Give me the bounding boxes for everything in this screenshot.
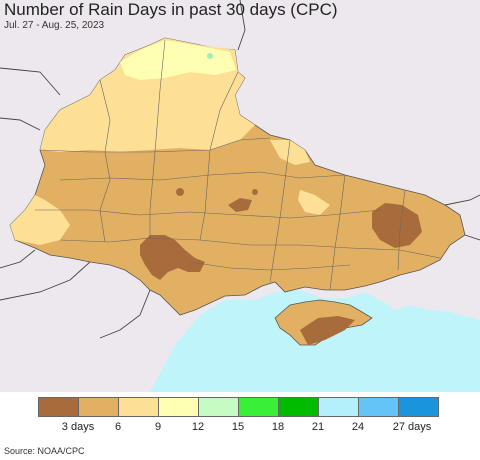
legend-label-24: 24 [351, 421, 365, 433]
legend-swatch-9 [399, 398, 438, 416]
map-svg [0, 0, 480, 392]
legend-swatch-1 [79, 398, 119, 416]
rain-days-map [0, 0, 480, 392]
legend-label-15: 15 [231, 421, 245, 433]
legend-swatch-7 [319, 398, 359, 416]
legend-swatch-0 [39, 398, 79, 416]
neighbor-borders [0, 0, 480, 339]
source-credit: Source: NOAA/CPC [4, 446, 85, 456]
legend-swatch-3 [159, 398, 199, 416]
legend-label-27: 27 days [392, 421, 432, 433]
legend-label-9: 9 [154, 421, 162, 433]
legend-swatch-6 [279, 398, 319, 416]
crimea-dark [300, 316, 355, 345]
legend-swatch-8 [359, 398, 399, 416]
legend-swatch-2 [119, 398, 159, 416]
legend-label-6: 6 [114, 421, 122, 433]
legend-labels: 3 days 6 9 12 15 18 21 24 27 days [0, 421, 480, 435]
southwest-dark-zone [140, 235, 205, 280]
central-dark-spot [228, 198, 252, 212]
east-dark-zone [372, 203, 422, 248]
legend-color-bar [38, 397, 439, 417]
northeast-light-zone [270, 140, 310, 165]
legend-label-12: 12 [191, 421, 205, 433]
map-date-range: Jul. 27 - Aug. 25, 2023 [4, 20, 105, 31]
small-dark-spot-1 [176, 188, 184, 196]
small-dark-spot-2 [252, 189, 258, 195]
west-light-zone [10, 195, 70, 245]
oblast-borders [35, 39, 441, 291]
green-spot [207, 53, 213, 59]
east-light-zone [298, 190, 330, 215]
legend-swatch-5 [239, 398, 279, 416]
legend-swatch-4 [199, 398, 239, 416]
legend-label-18: 18 [271, 421, 285, 433]
map-title: Number of Rain Days in past 30 days (CPC… [4, 0, 338, 19]
legend-label-3: 3 days [61, 421, 95, 433]
legend-label-21: 21 [311, 421, 325, 433]
north-lightest-zone [120, 40, 236, 80]
